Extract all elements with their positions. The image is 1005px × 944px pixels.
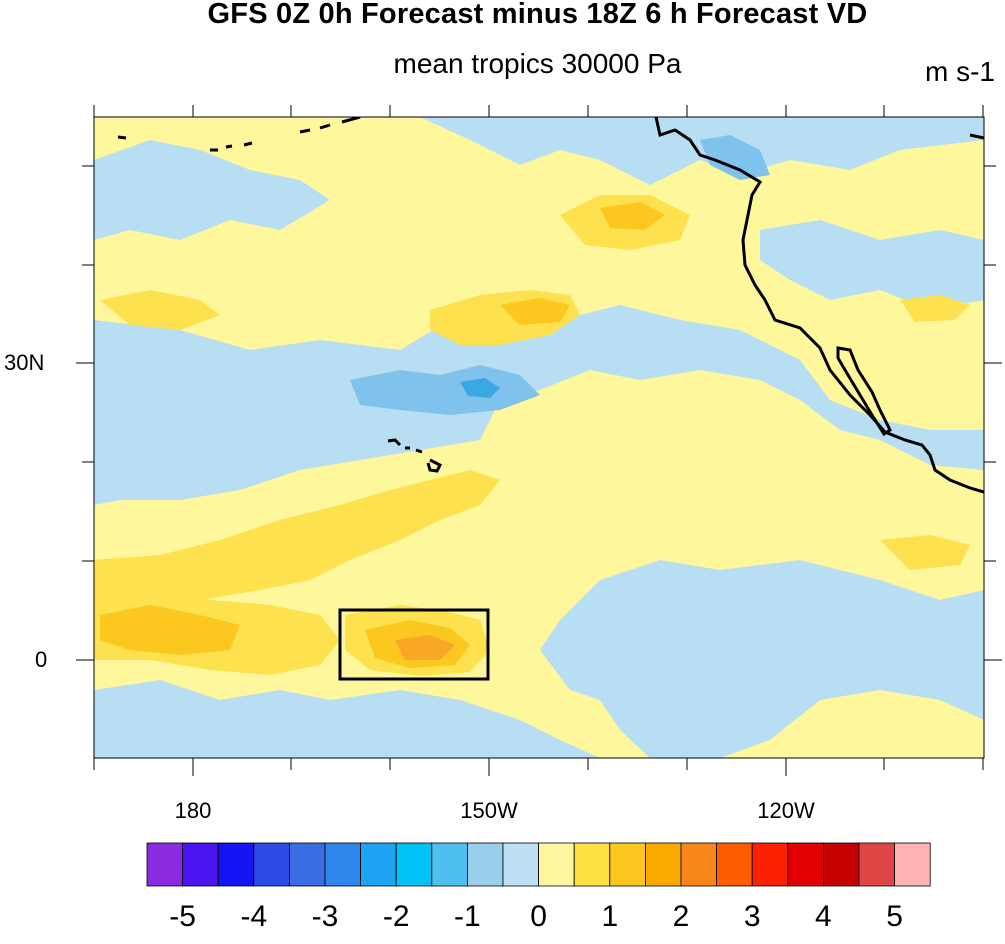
pos-region-nw-small (100, 290, 220, 330)
positive-anomaly-regions (94, 195, 970, 676)
colorbar-swatch (395, 842, 433, 887)
map-field (94, 117, 984, 758)
pos-max-box (395, 635, 455, 660)
colorbar-tick-label: 2 (672, 900, 690, 933)
hawaii-islands (387, 438, 443, 473)
colorbar-tick-label: 5 (886, 900, 903, 933)
neg-max-region (460, 378, 500, 398)
colorbar-swatch (146, 842, 183, 887)
negative-anomaly-regions (94, 117, 984, 758)
colorbar-tick-label: -5 (169, 900, 196, 933)
neg-region-south-east (540, 560, 984, 758)
colorbar-swatch (466, 842, 504, 887)
neg-region-nw (94, 140, 330, 240)
colorbar-swatch (217, 842, 255, 887)
colorbar-tick-label: 4 (815, 900, 832, 933)
pos-region-west-core (100, 605, 240, 655)
pos-region-north-1-core (500, 298, 570, 325)
colorbar-swatch (431, 842, 468, 887)
pos-region-se-small (880, 535, 970, 570)
lon-label-120w: 120W (757, 798, 815, 823)
tick-marks (76, 105, 1002, 776)
colorbar-swatch (823, 842, 860, 887)
colorbar-swatch (360, 842, 397, 887)
lon-label-150w: 150W (460, 798, 518, 823)
pos-region-east-small (900, 295, 970, 322)
lat-label-0: 0 (35, 647, 48, 672)
chart-title: GFS 0Z 0h Forecast minus 18Z 6 h Forecas… (207, 0, 868, 30)
colorbar-swatch (716, 842, 753, 887)
region-box (338, 608, 490, 681)
colorbar-tick-label: -2 (382, 900, 410, 933)
neg-region-south (94, 680, 600, 758)
pos-region-mid-band (94, 470, 500, 605)
colorbar-tick-label: 1 (601, 900, 619, 933)
coastline (117, 117, 984, 494)
alaska-coast-fragment (969, 133, 984, 140)
north-america-coast (654, 117, 984, 494)
chart-subtitle: mean tropics 30000 Pa (393, 48, 682, 79)
neg-region-ne (700, 135, 770, 180)
colorbar-tick-label: 0 (530, 900, 547, 933)
colorbar-swatch (858, 842, 895, 887)
colorbar-swatch (182, 842, 219, 887)
colorbar-tick-label: -1 (454, 900, 481, 933)
colorbar-swatch (324, 842, 361, 887)
lat-label-30n: 30N (4, 350, 45, 375)
colorbar (146, 842, 931, 887)
colorbar-swatch (787, 842, 824, 887)
aleutian-islands (117, 117, 361, 152)
colorbar-tick-label: -3 (311, 900, 339, 933)
colorbar-swatch (894, 842, 931, 887)
colorbar-swatch (538, 842, 575, 887)
units-label: m s-1 (925, 56, 995, 87)
map-frame (93, 116, 985, 759)
lon-label-180: 180 (174, 798, 212, 823)
colorbar-swatch (751, 842, 789, 887)
pos-region-north-2-core (600, 202, 665, 230)
baja-california (836, 346, 892, 437)
colorbar-swatch (680, 842, 717, 887)
neg-region-central-band (94, 305, 984, 505)
colorbar-tick-label: 3 (743, 900, 761, 933)
colorbar-swatch (645, 842, 682, 887)
colorbar-tick-label: -4 (240, 900, 268, 933)
neg-region-east (760, 220, 984, 310)
neg-region-hawaii-west (350, 365, 540, 415)
colorbar-swatch (609, 842, 646, 887)
colorbar-swatch (288, 842, 326, 887)
colorbar-swatch (502, 842, 539, 887)
colorbar-swatch (253, 842, 290, 887)
colorbar-swatch (573, 842, 611, 887)
